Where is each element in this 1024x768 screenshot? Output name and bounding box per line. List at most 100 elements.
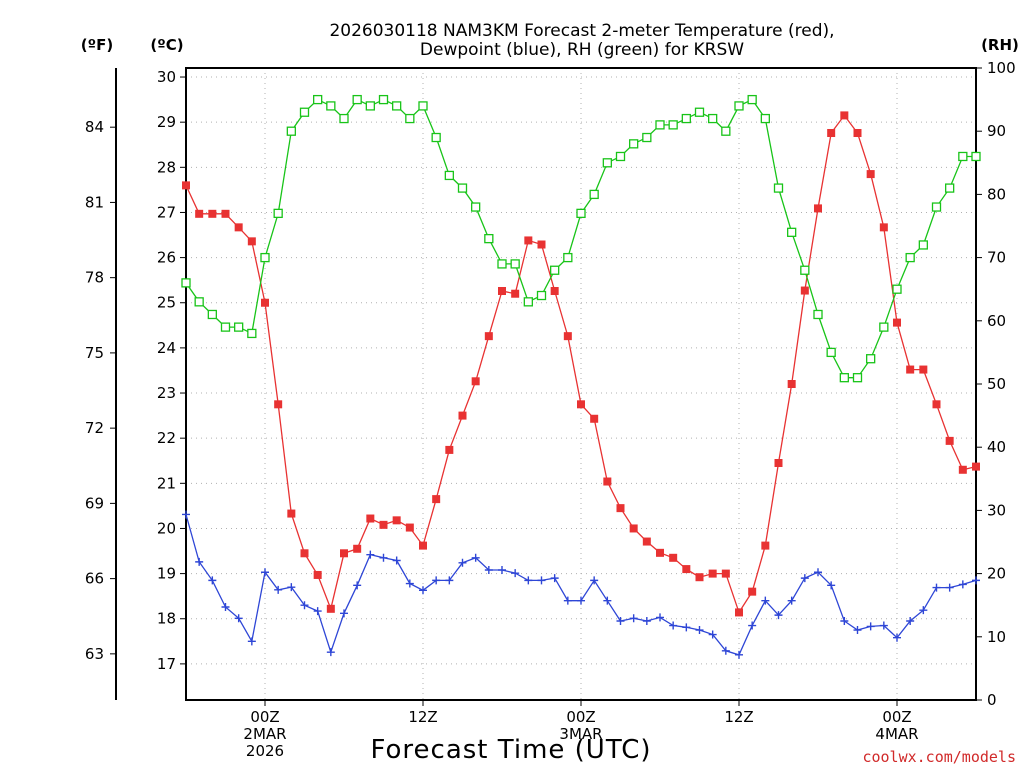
temperature-point: [669, 553, 678, 562]
time-tick-label: 2MAR: [243, 725, 286, 743]
dewpoint-point: [735, 650, 743, 659]
temperature-point: [366, 514, 375, 523]
dewpoint-point: [326, 648, 335, 657]
temperature-point: [945, 436, 954, 445]
rh-point: [931, 202, 942, 212]
temperature-point: [313, 570, 322, 579]
time-tick-label: 12Z: [724, 708, 753, 726]
temperature-point: [274, 400, 283, 409]
rh-point: [747, 94, 757, 105]
rh-point: [826, 347, 836, 358]
rh-point: [787, 227, 797, 237]
celsius-tick-label: 28: [157, 158, 176, 176]
temperature-point: [419, 541, 427, 550]
time-tick-label: 4MAR: [875, 725, 918, 743]
celsius-tick-label: 25: [157, 294, 176, 312]
dewpoint-point: [972, 576, 980, 585]
temperature-point: [919, 365, 928, 374]
series-dewpoint: [182, 510, 980, 659]
chart-title-line2: Dewpoint (blue), RH (green) for KRSW: [420, 40, 744, 60]
celsius-tick-label: 22: [157, 429, 176, 447]
rh-point: [694, 107, 705, 117]
chart-title-line1: 2026030118 NAM3KM Forecast 2-meter Tempe…: [329, 21, 834, 41]
dewpoint-point: [300, 601, 309, 610]
temperature-point: [484, 332, 493, 341]
temperature-point: [208, 209, 217, 218]
temperature-point: [906, 365, 915, 374]
dewpoint-point: [748, 621, 757, 630]
credit-watermark: coolwx.com/models: [862, 748, 1016, 766]
temperature-point: [287, 509, 296, 518]
rh-point: [813, 309, 823, 320]
rh-point: [668, 120, 678, 130]
dewpoint-point: [642, 617, 651, 625]
rh-point: [523, 297, 533, 307]
dewpoint-point: [893, 633, 901, 642]
dewpoint-point: [537, 576, 546, 585]
rh-tick-label: 40: [987, 438, 1006, 456]
temperature-point: [774, 459, 783, 467]
temperature-point: [853, 129, 862, 138]
temperature-point: [682, 565, 691, 574]
dewpoint-point: [814, 568, 822, 577]
rh-point: [576, 208, 586, 219]
temperature-point: [247, 237, 256, 246]
celsius-tick-label: 17: [157, 655, 176, 673]
data-series: [181, 94, 981, 659]
celsius-tick-label: 19: [157, 565, 176, 583]
rh-point: [471, 202, 481, 212]
temperature-point: [814, 204, 822, 213]
fahrenheit-tick-labels: 63 66 69 72 75 78 81 84: [85, 118, 116, 663]
dewpoint-point: [405, 579, 414, 588]
rh-point: [800, 265, 810, 275]
dewpoint-point: [603, 596, 612, 605]
rh-point: [550, 265, 560, 275]
rh-tick-label: 100: [987, 59, 1016, 77]
rh-tick-label: 30: [987, 501, 1006, 519]
rh-point: [431, 132, 441, 143]
celsius-tick-label: 29: [157, 113, 176, 131]
temperature-point: [787, 380, 796, 388]
dewpoint-point: [577, 596, 585, 605]
rh-tick-label: 50: [987, 375, 1006, 393]
rh-tick-label: 70: [987, 249, 1006, 267]
dewpoint-point: [945, 583, 954, 592]
temperature-point: [656, 548, 664, 557]
time-tick-label: 00Z: [250, 708, 279, 726]
temperature-point: [445, 445, 454, 454]
dewpoint-point: [287, 583, 296, 592]
fahrenheit-axis-unit: (ºF): [81, 36, 113, 54]
dewpoint-point: [261, 568, 269, 577]
rh-point: [352, 94, 362, 105]
time-tick-label: 00Z: [566, 708, 595, 726]
x-axis-title: Forecast Time (UTC): [370, 735, 651, 765]
dewpoint-point: [866, 622, 875, 631]
time-tick-label: 3MAR: [559, 725, 602, 743]
rh-point: [378, 94, 389, 105]
rh-point: [181, 278, 191, 288]
temperature-point: [840, 111, 849, 120]
fahrenheit-tick-label: 81: [85, 193, 104, 211]
temperature-point: [563, 332, 572, 341]
dewpoint-point: [721, 646, 730, 655]
temperature-point: [748, 587, 757, 596]
fahrenheit-tick-label: 63: [85, 645, 104, 663]
dewpoint-point: [498, 565, 506, 574]
temperature-point: [405, 523, 414, 532]
rh-point: [971, 151, 981, 162]
dewpoint-point: [274, 585, 283, 594]
dewpoint-point: [221, 603, 230, 612]
fahrenheit-tick-label: 69: [85, 494, 104, 512]
dewpoint-point: [366, 550, 375, 559]
dewpoint-point: [484, 565, 493, 574]
dewpoint-point: [958, 580, 967, 589]
rh-point: [958, 151, 968, 162]
dewpoint-point: [840, 617, 849, 625]
rh-point: [273, 208, 283, 219]
dewpoint-point: [471, 553, 480, 562]
dewpoint-point: [682, 623, 691, 632]
rh-point: [852, 373, 863, 383]
